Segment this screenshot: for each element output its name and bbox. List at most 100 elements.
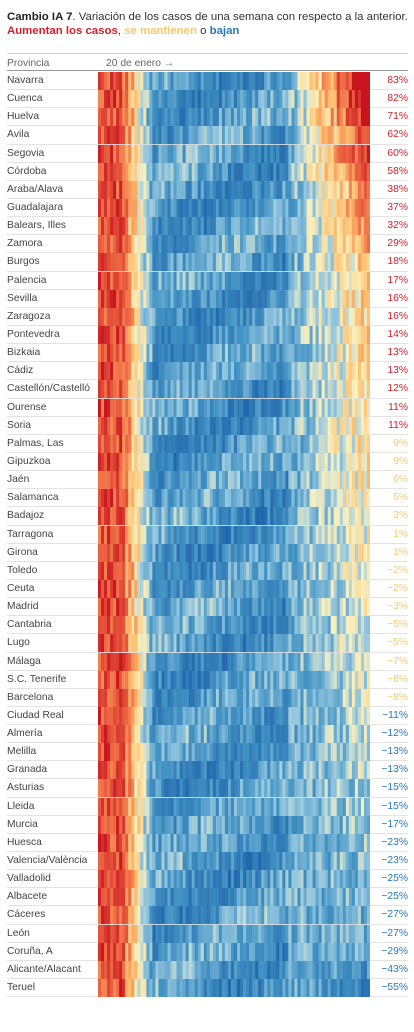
heatmap-cell bbox=[125, 924, 129, 943]
heatmap-cell bbox=[324, 344, 329, 363]
heatmap-cell bbox=[140, 652, 144, 671]
heatmap-cell bbox=[237, 743, 241, 762]
heatmap-cell bbox=[221, 670, 226, 689]
heatmap-cell bbox=[119, 906, 123, 925]
heatmap-cell bbox=[146, 634, 150, 653]
heatmap-cell bbox=[246, 271, 250, 290]
heatmap-cell bbox=[164, 543, 168, 562]
heatmap-cell bbox=[212, 979, 217, 998]
heatmap-cell bbox=[149, 652, 153, 671]
heatmap-cell bbox=[354, 253, 359, 272]
heatmap-cell bbox=[218, 797, 223, 816]
heatmap-cell bbox=[315, 725, 320, 744]
heatmap-cell bbox=[161, 870, 165, 889]
heatmap-cell bbox=[203, 561, 208, 580]
heatmap-cell bbox=[324, 960, 329, 980]
heatmap-cell bbox=[297, 888, 301, 907]
heatmap-cell bbox=[179, 144, 184, 163]
heatmap-cell bbox=[285, 942, 289, 961]
heatmap-cell bbox=[98, 906, 102, 925]
heatmap-cell bbox=[252, 616, 256, 635]
heatmap-cell bbox=[143, 670, 147, 689]
heatmap-cell bbox=[363, 706, 368, 726]
heatmap-cell bbox=[134, 235, 138, 254]
heatmap-cell bbox=[249, 198, 253, 218]
heatmap-cell bbox=[194, 833, 199, 853]
heatmap-cell bbox=[279, 906, 283, 925]
heatmap-cell bbox=[273, 561, 277, 580]
heatmap-cell bbox=[215, 289, 220, 308]
heatmap-cell bbox=[243, 870, 247, 889]
heatmap-cell bbox=[161, 652, 165, 671]
heatmap-cell bbox=[270, 307, 274, 326]
heatmap-cell bbox=[116, 579, 120, 599]
heatmap-cell bbox=[261, 761, 265, 780]
heatmap-cell bbox=[285, 797, 289, 816]
heatmap-cell bbox=[324, 162, 329, 181]
heatmap-cell bbox=[104, 235, 108, 254]
heatmap-cell bbox=[200, 108, 205, 127]
heatmap-cell bbox=[330, 616, 335, 635]
heatmap-cell bbox=[146, 144, 150, 163]
heatmap-cell bbox=[191, 779, 196, 798]
heatmap-cell bbox=[312, 253, 316, 272]
heatmap-cell bbox=[194, 180, 199, 199]
heatmap-cell bbox=[339, 670, 344, 689]
heatmap-cell bbox=[303, 507, 307, 526]
heatmap-cell bbox=[315, 271, 320, 290]
province-name: Huelva bbox=[7, 111, 40, 123]
heatmap-cell bbox=[227, 489, 232, 508]
heatmap-cell bbox=[324, 72, 329, 91]
province-name: Zamora bbox=[7, 238, 43, 250]
heatmap-cell bbox=[215, 852, 220, 871]
table-row: Málaga −7% bbox=[7, 652, 408, 671]
heatmap-cell bbox=[252, 198, 256, 218]
heatmap-cell bbox=[164, 471, 168, 490]
heatmap-cell bbox=[351, 307, 356, 326]
heatmap-cell bbox=[348, 344, 353, 363]
heatmap-cell bbox=[197, 598, 202, 617]
heatmap-cell bbox=[179, 380, 184, 399]
heatmap-cell bbox=[215, 743, 220, 762]
heatmap-cell bbox=[288, 253, 292, 272]
heatmap-cell bbox=[303, 979, 307, 998]
heatmap-cell bbox=[98, 489, 102, 508]
heatmap-cell bbox=[158, 779, 162, 798]
heatmap-cell bbox=[309, 779, 313, 798]
heatmap-cell bbox=[315, 561, 320, 580]
heatmap-cell bbox=[360, 380, 365, 399]
heatmap-cell bbox=[137, 452, 141, 472]
heatmap-cell bbox=[107, 489, 111, 508]
heatmap-cell bbox=[224, 924, 229, 943]
heatmap-cell bbox=[309, 797, 313, 816]
heatmap-cell bbox=[176, 362, 180, 381]
heatmap-cell bbox=[288, 924, 292, 943]
heatmap-cell bbox=[161, 434, 165, 453]
heatmap-cell bbox=[197, 398, 202, 417]
heatmap-cell bbox=[113, 126, 117, 145]
heatmap-cell bbox=[134, 833, 138, 853]
heatmap-cell bbox=[230, 398, 235, 417]
heatmap-cell bbox=[158, 543, 162, 562]
heatmap-cell bbox=[173, 525, 177, 544]
heatmap-cell bbox=[321, 906, 326, 925]
heatmap-cell bbox=[155, 471, 159, 490]
heatmap-cell bbox=[101, 471, 105, 490]
legend-sep: , bbox=[117, 25, 125, 37]
heatmap-cell bbox=[110, 217, 114, 236]
heatmap-cell bbox=[119, 616, 123, 635]
heatmap-cell bbox=[140, 489, 144, 508]
heatmap-cell bbox=[264, 942, 268, 961]
heatmap-cell bbox=[294, 942, 298, 961]
heatmap-cell bbox=[291, 489, 295, 508]
province-name: Salamanca bbox=[7, 492, 59, 504]
heatmap-cell bbox=[252, 144, 256, 163]
heatmap-cell bbox=[237, 616, 241, 635]
heatmap-cell bbox=[312, 616, 316, 635]
heatmap-cell bbox=[285, 289, 289, 308]
heatmap-cell bbox=[116, 652, 120, 671]
heatmap-cell bbox=[137, 579, 141, 599]
heatmap-cell bbox=[312, 561, 316, 580]
heatmap-cell bbox=[339, 743, 344, 762]
heatmap-cell bbox=[155, 126, 159, 145]
